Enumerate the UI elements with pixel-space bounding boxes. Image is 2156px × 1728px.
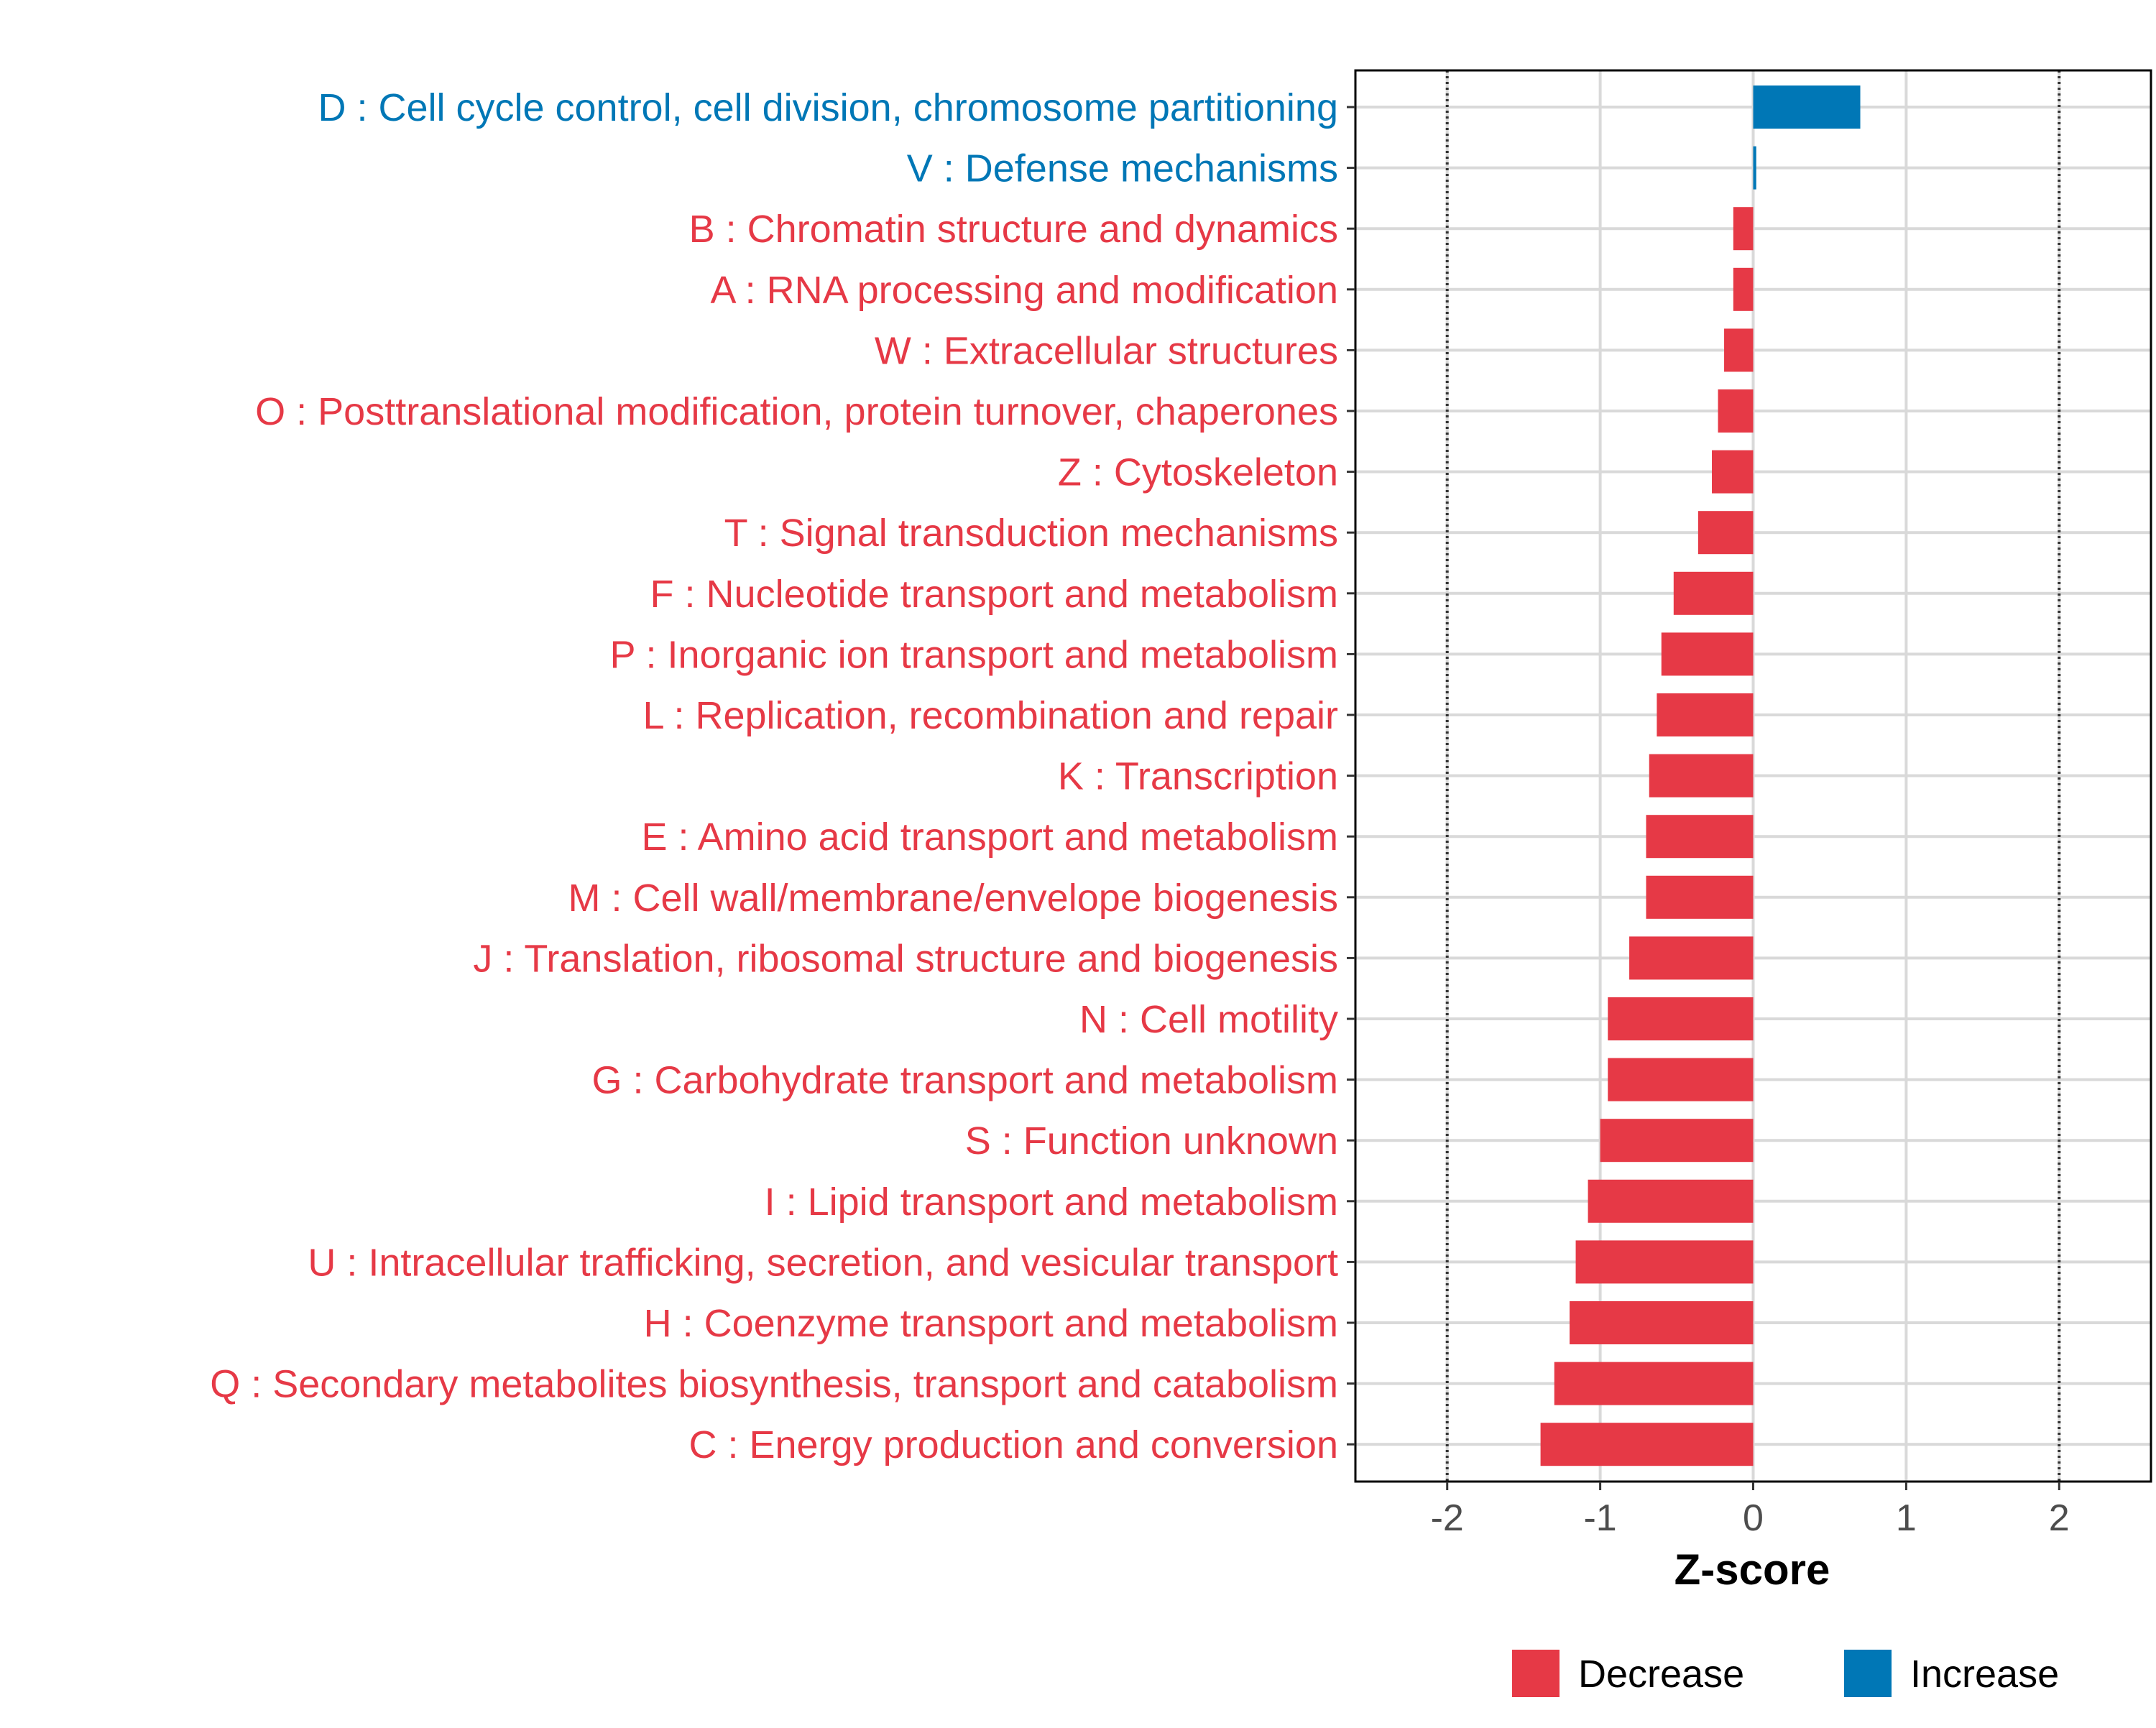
bar-decrease [1718,389,1754,433]
bar-decrease [1540,1423,1754,1466]
legend-label: Decrease [1578,1653,1744,1696]
y-tick-label: N : Cell motility [1079,998,1338,1041]
y-tick-label: S : Function unknown [965,1119,1338,1163]
bar-decrease [1600,1119,1754,1163]
y-tick-label: O : Posttranslational modification, prot… [255,390,1338,433]
bar-decrease [1697,511,1754,555]
legend-swatch [1512,1650,1560,1697]
y-tick-label: J : Translation, ribosomal structure and… [473,937,1338,980]
x-axis: -2 -1 0 1 2 [1431,1482,2070,1539]
bar-decrease [1608,997,1754,1040]
y-tick-label: Q : Secondary metabolites biosynthesis, … [210,1363,1338,1406]
bar-decrease [1724,328,1754,372]
legend-label: Increase [1910,1653,2059,1696]
bar-layer [1540,86,1861,1466]
bar-decrease [1646,875,1754,919]
y-tick-label: Z : Cytoskeleton [1058,451,1338,494]
bar-increase [1753,146,1756,190]
x-axis-title: Z-score [1674,1546,1830,1594]
y-tick-label: B : Chromatin structure and dynamics [689,208,1338,251]
y-tick-label: C : Energy production and conversion [688,1423,1338,1466]
y-tick-label: A : RNA processing and modification [711,269,1338,312]
bar-decrease [1673,571,1754,615]
y-tick-label: M : Cell wall/membrane/envelope biogenes… [568,877,1338,920]
x-tick-label: 2 [2049,1497,2070,1539]
x-tick-label: -1 [1583,1497,1616,1539]
bar-decrease [1733,207,1754,251]
bar-decrease [1588,1179,1754,1223]
legend-swatch [1844,1650,1892,1697]
y-axis: D : Cell cycle control, cell division, c… [210,86,1355,1466]
y-tick-label: U : Intracellular trafficking, secretion… [308,1241,1338,1284]
bar-decrease [1712,450,1754,494]
y-tick-label: I : Lipid transport and metabolism [765,1181,1338,1224]
y-tick-label: K : Transcription [1058,755,1338,798]
bar-decrease [1575,1240,1754,1284]
x-tick-label: -2 [1431,1497,1464,1539]
x-tick-label: 1 [1896,1497,1917,1539]
y-tick-label: W : Extracellular structures [875,329,1338,372]
bar-decrease [1629,936,1754,980]
y-tick-label: D : Cell cycle control, cell division, c… [318,86,1338,129]
y-tick-label: G : Carbohydrate transport and metabolis… [592,1059,1339,1102]
bar-decrease [1649,754,1754,798]
y-tick-label: E : Amino acid transport and metabolism [642,816,1338,859]
bar-decrease [1608,1058,1754,1101]
legend-decrease: Decrease [1512,1650,1744,1697]
y-tick-label: L : Replication, recombination and repai… [642,694,1338,737]
y-tick-label: T : Signal transduction mechanisms [724,512,1338,555]
legend: Decrease Increase [1512,1650,2059,1697]
bar-increase [1753,86,1861,129]
bar-decrease [1646,815,1754,859]
bar-decrease [1554,1362,1754,1405]
bar-decrease [1570,1301,1754,1344]
y-tick-label: P : Inorganic ion transport and metaboli… [609,633,1338,676]
legend-increase: Increase [1844,1650,2059,1697]
bar-decrease [1733,267,1754,311]
bar-decrease [1657,693,1754,736]
y-tick-label: V : Defense mechanisms [907,147,1338,190]
y-tick-label: F : Nucleotide transport and metabolism [650,573,1338,616]
bar-decrease [1661,632,1754,676]
y-tick-label: H : Coenzyme transport and metabolism [644,1302,1338,1345]
x-tick-label: 0 [1743,1497,1764,1539]
